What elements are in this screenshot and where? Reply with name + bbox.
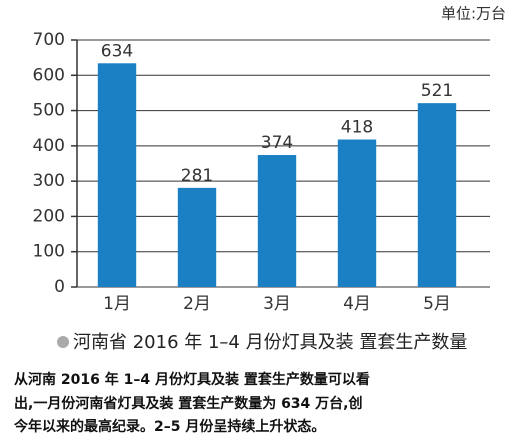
data-label: 418 [341,118,373,138]
bar [97,63,137,287]
y-tick-label: 0 [54,277,65,297]
x-tick-label: 4月 [343,294,371,314]
description-line: 从河南 2016 年 1–4 月份灯具及装 置套生产数量可以看 [14,371,370,388]
x-tick-label: 1月 [103,294,131,314]
bar [257,155,297,287]
unit-label: 单位:万台 [441,5,506,23]
x-tick-label: 3月 [263,294,291,314]
bar [417,103,457,287]
y-tick-label: 500 [33,101,65,121]
data-label: 374 [261,133,293,153]
bar [177,187,217,287]
x-tick-label: 2月 [183,294,211,314]
data-label: 281 [181,166,213,186]
caption: 河南省 2016 年 1–4 月份灯具及装 置套生产数量 [73,332,467,353]
y-tick-label: 700 [33,30,65,50]
description-line: 出,一月份河南省灯具及装 置套生产数量为 634 万台,创 [14,395,362,412]
caption-bullet [57,336,69,348]
y-tick-label: 400 [33,136,65,156]
y-tick-label: 300 [33,171,65,191]
data-label: 521 [421,81,453,101]
description-line: 今年以来的最高纪录。2–5 月份呈持续上升状态。 [13,418,325,435]
y-tick-label: 200 [33,206,65,226]
y-tick-label: 600 [33,65,65,85]
data-label: 634 [101,41,133,61]
y-tick-label: 100 [33,242,65,262]
bar [337,139,377,287]
x-tick-label: 5月 [423,294,451,314]
